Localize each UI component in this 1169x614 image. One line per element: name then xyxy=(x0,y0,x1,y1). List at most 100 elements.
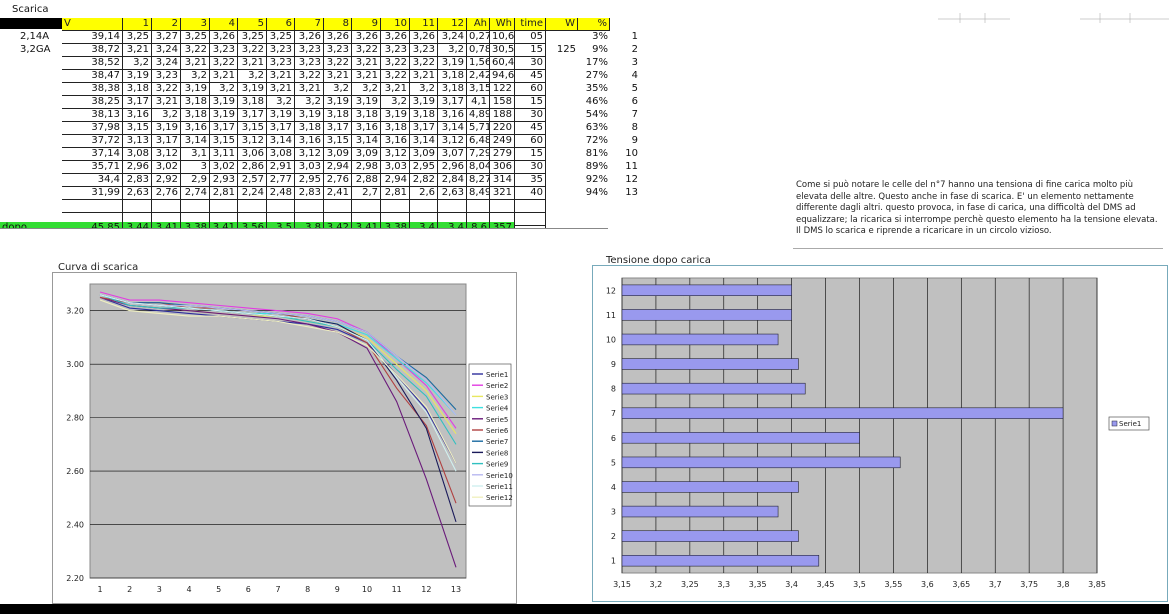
table-cell[interactable]: 3,03 xyxy=(381,161,410,174)
table-cell[interactable]: 3,2 xyxy=(123,57,152,70)
table-cell[interactable]: 3,17 xyxy=(152,135,181,148)
table-cell[interactable]: 3,16 xyxy=(438,109,467,122)
table-cell[interactable]: 3,19 xyxy=(210,96,238,109)
table-cell[interactable]: 314 xyxy=(490,174,515,187)
bar-chart[interactable]: 3,15 3,2 3,25 3,3 3,35 3,4 3,45 3,5 3,55 3,6 3,65 3… xyxy=(592,265,1168,602)
table-cell[interactable]: 220 xyxy=(490,122,515,135)
row-number[interactable]: 3 xyxy=(631,57,638,68)
header-cell[interactable]: Ah xyxy=(467,18,490,31)
table-cell[interactable]: 3,02 xyxy=(152,161,181,174)
table-cell[interactable]: 1,56 xyxy=(467,57,490,70)
table-cell[interactable]: 2,86 xyxy=(238,161,267,174)
table-cell[interactable]: 3,25 xyxy=(181,31,210,44)
table-cell[interactable]: 3,12 xyxy=(238,135,267,148)
table-cell[interactable]: 2,57 xyxy=(238,174,267,187)
header-cell[interactable]: 8 xyxy=(324,18,352,31)
table-cell[interactable]: 3,15 xyxy=(123,122,152,135)
header-cell[interactable]: 2 xyxy=(152,18,181,31)
w-cell[interactable]: 125 xyxy=(556,44,576,55)
table-cell[interactable]: 3,2 xyxy=(352,83,381,96)
table-cell[interactable]: 2,94 xyxy=(324,161,352,174)
table-cell[interactable]: 3,21 xyxy=(267,70,295,83)
table-cell[interactable]: 3,14 xyxy=(438,122,467,135)
table-cell[interactable]: 3,26 xyxy=(324,31,352,44)
table-cell[interactable]: 3,15 xyxy=(210,135,238,148)
table-cell[interactable]: 3,18 xyxy=(410,109,438,122)
header-cell[interactable]: 5 xyxy=(238,18,267,31)
table-cell[interactable]: 2,92 xyxy=(152,174,181,187)
table-cell[interactable]: 3,22 xyxy=(324,57,352,70)
table-cell[interactable]: 30 xyxy=(515,109,546,122)
table-cell[interactable]: 3,09 xyxy=(410,148,438,161)
table-cell[interactable]: 3,17 xyxy=(210,122,238,135)
table-cell[interactable]: 2,88 xyxy=(352,174,381,187)
table-cell[interactable]: 72% xyxy=(585,135,608,146)
empty-cell[interactable] xyxy=(62,200,123,213)
table-cell[interactable]: 38,13 xyxy=(62,109,123,122)
empty-cell[interactable] xyxy=(210,200,238,213)
table-cell[interactable]: 37,14 xyxy=(62,148,123,161)
table-cell[interactable]: 2,83 xyxy=(123,174,152,187)
table-cell[interactable]: 3,07 xyxy=(438,148,467,161)
table-cell[interactable]: 3,22 xyxy=(238,44,267,57)
table-cell[interactable]: 3,17 xyxy=(438,96,467,109)
table-cell[interactable]: 60 xyxy=(515,135,546,148)
table-cell[interactable]: 3,19 xyxy=(267,109,295,122)
table-cell[interactable]: 3,23 xyxy=(410,44,438,57)
header-cell[interactable]: % xyxy=(578,18,610,31)
table-cell[interactable]: 3,12 xyxy=(152,148,181,161)
table-cell[interactable]: 3,21 xyxy=(123,44,152,57)
table-cell[interactable]: 2,7 xyxy=(352,187,381,200)
table-cell[interactable]: 3,15 xyxy=(238,122,267,135)
table-cell[interactable]: 3,18 xyxy=(438,70,467,83)
header-cell[interactable]: 12 xyxy=(438,18,467,31)
table-cell[interactable]: 81% xyxy=(585,148,608,159)
table-cell[interactable]: 2,93 xyxy=(210,174,238,187)
table-cell[interactable]: 3,25 xyxy=(238,31,267,44)
table-cell[interactable]: 3,22 xyxy=(381,57,410,70)
table-cell[interactable]: 3,19 xyxy=(181,83,210,96)
table-cell[interactable]: 3,17 xyxy=(324,122,352,135)
table-cell[interactable]: 6,48 xyxy=(467,135,490,148)
table-cell[interactable]: 3,13 xyxy=(123,135,152,148)
table-cell[interactable]: 46% xyxy=(585,96,608,107)
table-cell[interactable]: 63% xyxy=(585,122,608,133)
table-cell[interactable]: 3,02 xyxy=(210,161,238,174)
table-cell[interactable]: 2,77 xyxy=(267,174,295,187)
table-cell[interactable]: 2,74 xyxy=(181,187,210,200)
table-cell[interactable]: 94,6 xyxy=(490,70,515,83)
table-cell[interactable]: 4,1 xyxy=(467,96,490,109)
table-cell[interactable]: 3,18 xyxy=(438,83,467,96)
table-cell[interactable]: 3,08 xyxy=(123,148,152,161)
table-cell[interactable]: 3,11 xyxy=(210,148,238,161)
row-number[interactable]: 12 xyxy=(625,174,638,185)
table-cell[interactable]: 3,21 xyxy=(295,83,324,96)
table-cell[interactable]: 10,6 xyxy=(490,31,515,44)
table-cell[interactable]: 3,21 xyxy=(267,83,295,96)
table-cell[interactable]: 2,63 xyxy=(438,187,467,200)
empty-cell[interactable] xyxy=(238,200,267,213)
table-cell[interactable]: 3,12 xyxy=(381,148,410,161)
table-cell[interactable]: 8,49 xyxy=(467,187,490,200)
table-cell[interactable]: 5,71 xyxy=(467,122,490,135)
line-chart[interactable]: 3.20 3.00 2.80 2.60 2.40 2.20 1 2 3 4 5 6 7 8 9 10 11 12 1… xyxy=(52,272,517,604)
table-cell[interactable]: 27% xyxy=(585,70,608,81)
table-cell[interactable]: 9% xyxy=(592,44,608,55)
table-cell[interactable]: 3,23 xyxy=(267,44,295,57)
table-cell[interactable]: 0,27 xyxy=(467,31,490,44)
table-cell[interactable]: 3,25 xyxy=(267,31,295,44)
table-cell[interactable]: 3,21 xyxy=(381,83,410,96)
header-cell[interactable]: W xyxy=(546,18,578,31)
table-cell[interactable]: 3,17 xyxy=(123,96,152,109)
table-cell[interactable]: 3,17 xyxy=(238,109,267,122)
table-cell[interactable]: 34,4 xyxy=(62,174,123,187)
table-cell[interactable]: 279 xyxy=(490,148,515,161)
table-cell[interactable]: 3,22 xyxy=(410,57,438,70)
table-cell[interactable]: 2,81 xyxy=(210,187,238,200)
table-cell[interactable]: 2,9 xyxy=(181,174,210,187)
table-cell[interactable]: 2,95 xyxy=(295,174,324,187)
table-cell[interactable]: 3,27 xyxy=(152,31,181,44)
table-cell[interactable]: 3,18 xyxy=(181,109,210,122)
table-cell[interactable]: 3,14 xyxy=(410,135,438,148)
table-cell[interactable]: 3,19 xyxy=(438,57,467,70)
